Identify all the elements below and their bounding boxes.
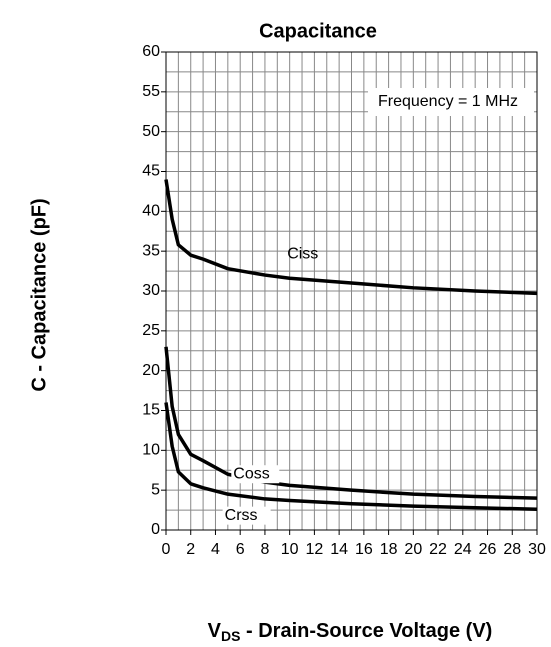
y-tick-label: 20 xyxy=(142,362,160,379)
y-tick-label: 45 xyxy=(142,163,160,180)
x-tick-label: 6 xyxy=(236,541,245,558)
x-tick-label: 30 xyxy=(528,541,546,558)
y-tick-label: 5 xyxy=(151,481,160,498)
x-tick-label: 26 xyxy=(479,541,497,558)
x-tick-label: 18 xyxy=(380,541,398,558)
x-tick-label: 12 xyxy=(306,541,324,558)
series-label: Coss xyxy=(233,465,269,482)
x-tick-label: 20 xyxy=(404,541,422,558)
x-tick-label: 14 xyxy=(330,541,348,558)
chart-title: Capacitance xyxy=(259,20,377,42)
plot-border xyxy=(165,51,538,531)
x-tick-label: 0 xyxy=(162,541,171,558)
x-label-sub: DS xyxy=(221,628,240,644)
x-tick-label: 4 xyxy=(211,541,220,558)
x-tick-label: 24 xyxy=(454,541,472,558)
y-tick-label: 55 xyxy=(142,83,160,100)
x-tick-label: 22 xyxy=(429,541,447,558)
x-tick-label: 8 xyxy=(260,541,269,558)
y-tick-label: 30 xyxy=(142,282,160,299)
y-tick-label: 25 xyxy=(142,322,160,339)
x-tick-label: 16 xyxy=(355,541,373,558)
y-tick-label: 60 xyxy=(142,43,160,60)
y-tick-label: 10 xyxy=(142,442,160,459)
y-tick-label: 15 xyxy=(142,402,160,419)
x-label-main: V xyxy=(208,620,222,642)
series-label: Ciss xyxy=(287,246,318,263)
y-tick-label: 50 xyxy=(142,123,160,140)
annotation-box xyxy=(368,88,534,116)
x-tick-label: 10 xyxy=(281,541,299,558)
annotation: Frequency = 1 MHz xyxy=(378,93,518,110)
y-tick-label: 40 xyxy=(142,203,160,220)
series-line xyxy=(164,402,538,512)
x-tick-label: 28 xyxy=(503,541,521,558)
series-label-bg xyxy=(222,506,271,525)
x-label-rest: - Drain-Source Voltage (V) xyxy=(240,620,492,642)
y-tick-label: 35 xyxy=(142,242,160,259)
y-axis-label: C - Capacitance (pF) xyxy=(28,198,50,391)
x-tick-label: 2 xyxy=(186,541,195,558)
series-line xyxy=(164,179,538,296)
x-axis-label: VDS - Drain-Source Voltage (V) xyxy=(208,620,493,643)
series-label: Crss xyxy=(225,507,258,524)
series-label-bg xyxy=(231,465,280,484)
y-tick-label: 0 xyxy=(151,521,160,538)
